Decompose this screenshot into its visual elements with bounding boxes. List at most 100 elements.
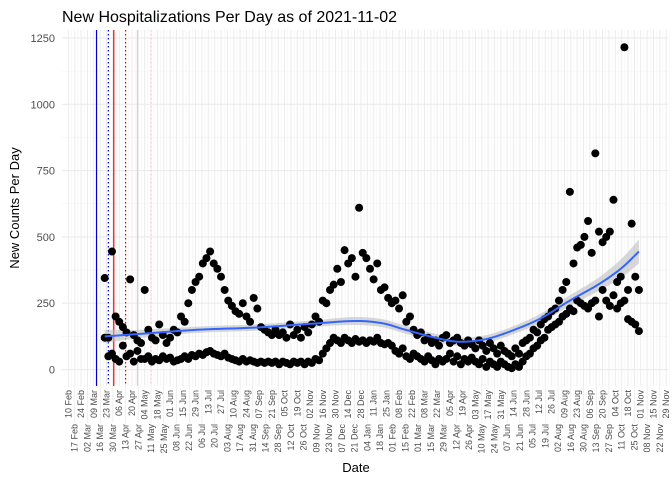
data-point [184, 299, 193, 308]
data-point [609, 291, 618, 300]
x-tick-label: 15 Jun [178, 390, 188, 417]
data-point [591, 149, 600, 158]
x-tick-label: 08 Mar [420, 390, 430, 418]
data-point [634, 327, 643, 336]
data-point [594, 312, 603, 321]
x-tick-label: 27 Jul [216, 390, 226, 414]
x-tick-label: 13 Apr [121, 424, 131, 450]
data-point [151, 336, 160, 345]
data-point [133, 346, 142, 355]
data-point [206, 247, 215, 256]
smooth-band [104, 239, 639, 346]
x-tick-label: 07 Jun [502, 424, 512, 451]
y-tick-label: 1000 [31, 99, 55, 111]
x-tick-label: 26 Oct [299, 424, 309, 451]
smooth-line [104, 250, 640, 343]
x-tick-label: 01 Mar [413, 424, 423, 452]
x-tick-label: 10 May [477, 424, 487, 454]
data-point [493, 349, 502, 358]
x-tick-label: 22 Mar [432, 390, 442, 418]
data-point [445, 349, 454, 358]
x-tick-label: 14 Jun [509, 390, 519, 417]
data-point [398, 291, 407, 300]
data-point [482, 346, 491, 355]
data-point [587, 248, 596, 257]
data-point [238, 299, 247, 308]
data-point [380, 283, 389, 292]
x-tick-label: 26 Jul [547, 390, 557, 414]
data-point [540, 333, 549, 342]
data-point [624, 285, 633, 294]
x-tick-label: 24 Aug [241, 390, 251, 418]
x-tick-label: 29 Nov [661, 390, 671, 419]
x-tick-label: 27 Sep [604, 424, 614, 453]
x-tick-label: 06 Jul [197, 424, 207, 448]
x-tick-label: 13 Sep [591, 424, 601, 453]
x-tick-label: 22 Nov [655, 424, 665, 453]
x-tick-label: 09 Aug [559, 390, 569, 418]
data-point [336, 278, 345, 287]
data-point [213, 264, 222, 273]
data-point [569, 259, 578, 268]
data-point [634, 285, 643, 294]
trend-line [104, 250, 640, 343]
data-point [631, 272, 640, 281]
x-tick-label: 16 Nov [318, 390, 328, 419]
x-tick-label: 26 Apr [464, 424, 474, 450]
x-tick-label: 11 Oct [617, 424, 627, 450]
x-tick-label: 27 Apr [133, 424, 143, 450]
data-point [405, 312, 414, 321]
data-point [253, 304, 262, 313]
y-tick-label: 750 [37, 166, 55, 178]
x-tick-label: 15 Nov [648, 390, 658, 419]
x-tick-label: 01 Feb [388, 424, 398, 452]
data-point [365, 264, 374, 273]
x-tick-label: 17 May [483, 390, 493, 420]
x-tick-label: 03 May [470, 390, 480, 420]
x-tick-label: 12 Apr [451, 424, 461, 450]
x-axis-ticks: 10 Feb 17 Feb 24 Feb 02 Mar 09 Mar 16 Mar 23 M… [63, 386, 671, 454]
grid [62, 30, 670, 386]
x-tick-label: 11 Jan [369, 390, 379, 416]
data-point [216, 272, 225, 281]
x-tick-label: 22 Feb [407, 390, 417, 418]
x-tick-label: 10 Feb [63, 390, 73, 418]
data-point [435, 341, 444, 350]
x-tick-label: 09 Mar [89, 390, 99, 418]
x-axis-title: Date [342, 460, 369, 475]
x-tick-label: 04 Jan [362, 424, 372, 451]
data-point [362, 254, 371, 263]
y-tick-label: 250 [37, 298, 55, 310]
x-tick-label: 14 Sep [261, 424, 271, 453]
data-point [398, 344, 407, 353]
y-tick-label: 0 [49, 365, 55, 377]
confidence-band [104, 239, 639, 346]
x-tick-label: 28 Sep [273, 424, 283, 453]
data-point [369, 275, 378, 284]
x-tick-label: 12 Oct [286, 424, 296, 451]
x-tick-label: 04 May [140, 390, 150, 420]
data-point [340, 246, 349, 255]
data-point [246, 317, 255, 326]
x-tick-label: 08 Nov [642, 424, 652, 453]
chart-title: New Hospitalizations Per Day as of 2021-… [62, 9, 397, 26]
x-tick-label: 30 Aug [579, 424, 589, 452]
x-tick-label: 30 Nov [330, 390, 340, 419]
data-point [558, 285, 567, 294]
data-point [333, 264, 342, 273]
x-tick-label: 28 Dec [356, 390, 366, 419]
data-point [620, 43, 629, 52]
x-tick-label: 30 Mar [108, 424, 118, 452]
data-point [373, 259, 382, 268]
x-tick-label: 04 Oct [610, 390, 620, 417]
x-tick-label: 02 Aug [553, 424, 563, 452]
x-tick-label: 11 May [146, 424, 156, 453]
x-tick-label: 03 Aug [222, 424, 232, 452]
x-tick-label: 29 Jun [191, 390, 201, 417]
y-tick-label: 1250 [31, 33, 55, 45]
data-point [202, 254, 211, 263]
x-tick-label: 18 Jan [375, 424, 385, 451]
x-tick-label: 25 Oct [629, 424, 639, 451]
data-point [605, 227, 614, 236]
